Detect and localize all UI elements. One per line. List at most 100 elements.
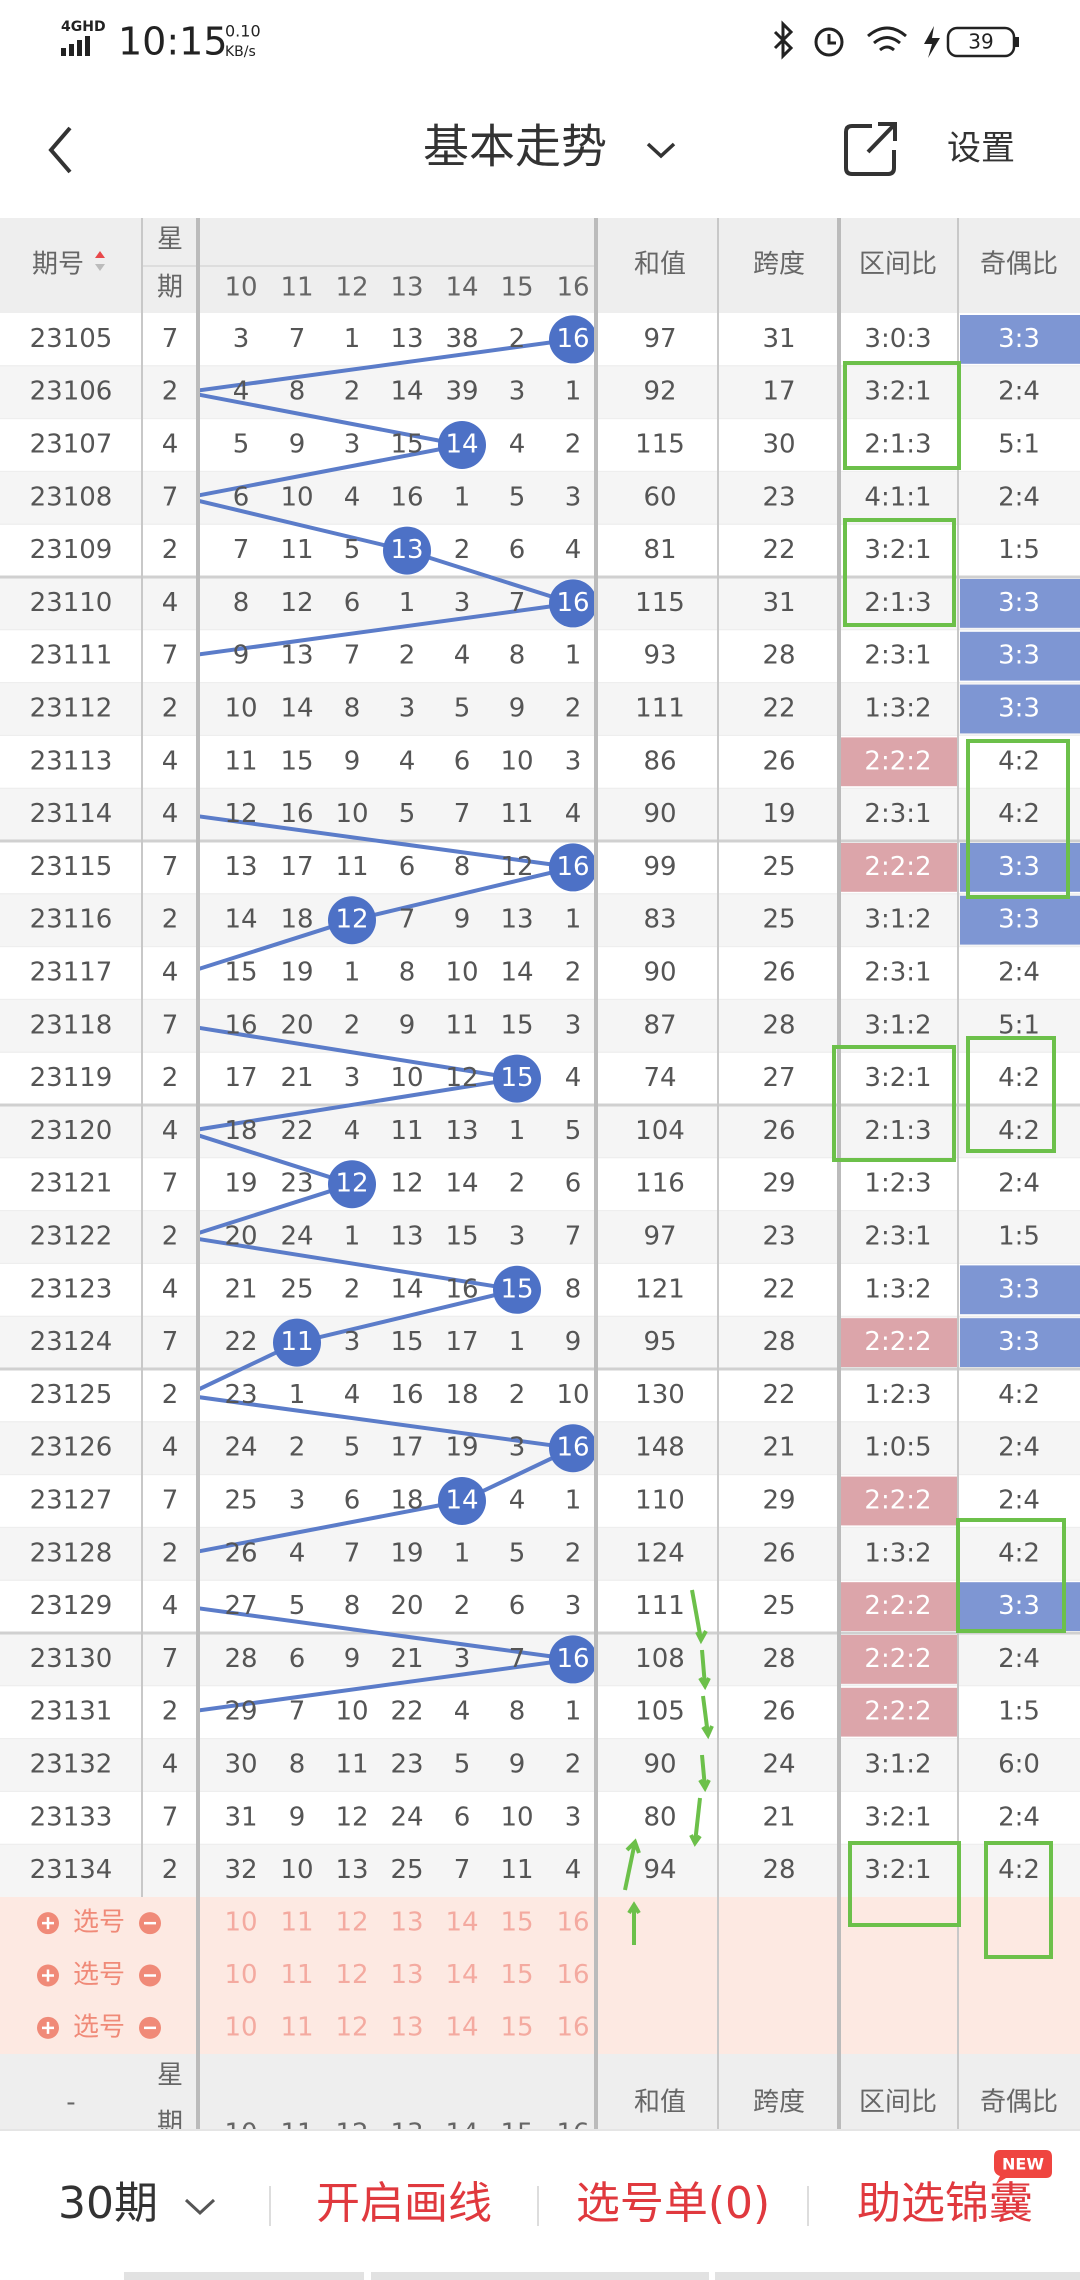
sum: 108 [635,1644,685,1674]
pick-number[interactable]: 10 [224,1960,257,1990]
trend-line [200,1499,463,1554]
issue: 23120 [30,1116,113,1146]
span: 31 [762,324,795,354]
draw-lines-button[interactable]: 开启画线 [316,2178,492,2229]
omission-count: 4 [233,377,250,407]
trend-line [200,443,463,498]
omission-count: 14 [280,694,313,724]
pick-number[interactable]: 15 [500,1908,533,1938]
row-bg [0,524,1080,577]
omission-count: 2 [565,694,582,724]
odd-even-ratio: 6:0 [998,1750,1040,1780]
assist-button[interactable]: 助选锦囊 [857,2178,1033,2229]
pick-number[interactable]: 12 [335,1908,368,1938]
share-button[interactable] [844,122,897,176]
omission-count: 24 [224,1433,257,1463]
omission-count: 13 [390,324,423,354]
span: 28 [762,1855,795,1885]
settings-button[interactable]: 设置 [947,129,1015,169]
omission-count: 4 [509,1486,526,1516]
zone-ratio: 2:2:2 [864,1327,931,1357]
new-badge [994,2150,1052,2184]
pick-label[interactable]: 选号 [73,1908,125,1938]
back-button[interactable] [48,126,72,174]
annotations [623,361,1070,1959]
zone-ratio: 2:2:2 [864,746,931,776]
omission-count: 4 [399,746,416,776]
odd-even-ratio: 1:5 [998,1697,1040,1727]
zone-ratio: 3:2:1 [864,1802,931,1832]
omission-count: 1 [565,905,582,935]
sum: 148 [635,1433,685,1463]
trend-line [200,1133,353,1187]
zone-highlight [841,737,957,787]
sum: 121 [635,1274,685,1304]
pick-number[interactable]: 14 [445,1960,478,1990]
pick-number[interactable]: 16 [556,1960,589,1990]
omission-count: 18 [445,1380,478,1410]
omission-count: 6 [233,482,250,512]
omission-count: 6 [289,1644,306,1674]
net-speed: 0.10 [225,22,261,41]
pick-number[interactable]: 10 [224,2012,257,2042]
pick-number[interactable]: 16 [556,1908,589,1938]
odd-even-highlight [960,1265,1080,1315]
ball-number: 12 [335,905,368,935]
pick-number[interactable]: 15 [500,1960,533,1990]
header-number: 14 [445,273,478,303]
zone-highlight [841,1687,957,1737]
pick-number[interactable]: 14 [445,2012,478,2042]
sort-icon[interactable] [95,251,105,258]
page-title[interactable]: 基本走势 [423,120,607,174]
omission-count: 8 [344,694,361,724]
omission-count: 14 [390,377,423,407]
omission-count: 12 [390,1169,423,1199]
period-selector[interactable]: 30期 [58,2178,158,2229]
omission-count: 9 [454,905,471,935]
pick-number[interactable]: 16 [556,2012,589,2042]
omission-count: 3 [454,1644,471,1674]
pick-number[interactable]: 15 [500,2012,533,2042]
issue: 23117 [30,958,113,988]
trend-line [200,1395,574,1451]
pick-number[interactable]: 12 [335,1960,368,1990]
issue: 23129 [30,1591,113,1621]
pick-label[interactable]: 选号 [73,1960,125,1990]
odd-even-ratio: 3:3 [998,588,1040,618]
omission-count: 30 [224,1750,257,1780]
pick-number[interactable]: 13 [390,1908,423,1938]
pick-list-button[interactable]: 选号单(0) [576,2178,770,2229]
omission-count: 8 [399,958,416,988]
sum: 116 [635,1169,685,1199]
issue: 23114 [30,799,113,829]
omission-count: 6 [454,1802,471,1832]
header-number: 13 [390,273,423,303]
pick-number[interactable]: 11 [280,2012,313,2042]
zone-ratio: 2:1:3 [864,1116,931,1146]
omission-count: 1 [565,1697,582,1727]
pick-number[interactable]: 13 [390,2012,423,2042]
pick-number[interactable]: 13 [390,1960,423,1990]
bottom-strip [124,2272,1080,2280]
pick-number[interactable]: 10 [224,1908,257,1938]
pick-number[interactable]: 11 [280,1960,313,1990]
odd-even-ratio: 2:4 [998,1433,1040,1463]
ball-number: 15 [500,1063,533,1093]
zone-ratio: 1:3:2 [864,1274,931,1304]
signal-icon [61,36,90,56]
row-bg [0,365,1080,419]
issue: 23105 [30,324,113,354]
omission-count: 1 [344,324,361,354]
weekday: 4 [162,1750,179,1780]
pick-number[interactable]: 11 [280,1908,313,1938]
net-speed-unit: KB/s [225,44,256,60]
sum: 115 [635,430,685,460]
pick-number[interactable]: 12 [335,2012,368,2042]
omission-count: 28 [224,1644,257,1674]
pick-number[interactable]: 14 [445,1908,478,1938]
title-dropdown[interactable] [646,142,676,159]
pick-label[interactable]: 选号 [73,2012,125,2042]
weekday: 4 [162,1591,179,1621]
sum: 111 [635,694,685,724]
sum: 104 [635,1116,685,1146]
